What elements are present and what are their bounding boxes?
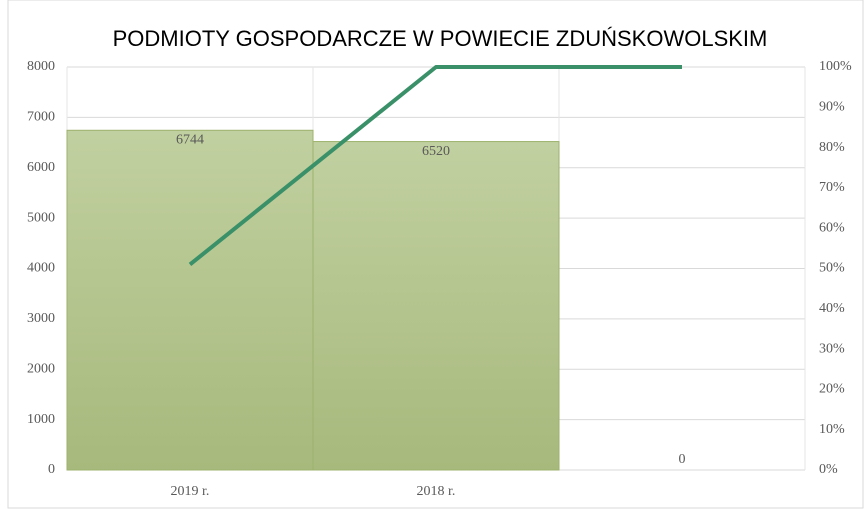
x-tick-label: 2018 r.: [417, 484, 456, 499]
y-tick-label: 6000: [27, 160, 55, 175]
y-tick-label: 1000: [27, 412, 55, 427]
line: [188, 65, 682, 267]
bar: [312, 141, 560, 471]
y2-tick-label: 10%: [819, 422, 845, 437]
data-label: 6520: [422, 144, 450, 159]
bar: [66, 129, 314, 471]
y-tick-label: 4000: [27, 261, 55, 276]
y2-tick-label: 50%: [819, 261, 845, 276]
y2-tick-label: 90%: [819, 100, 845, 115]
y-tick-label: 7000: [27, 110, 55, 125]
y2-tick-label: 80%: [819, 140, 845, 155]
y-tick-label: 8000: [27, 59, 55, 74]
y-tick-label: 3000: [27, 311, 55, 326]
y-tick-label: 2000: [27, 361, 55, 376]
y2-tick-label: 20%: [819, 382, 845, 397]
x-tick-label: 2019 r.: [171, 484, 210, 499]
y2-tick-label: 30%: [819, 341, 845, 356]
y2-tick-label: 40%: [819, 301, 845, 316]
y-tick-label: 5000: [27, 210, 55, 225]
data-label: 6744: [176, 132, 204, 147]
y2-tick-label: 60%: [819, 220, 845, 235]
y2-tick-label: 0%: [819, 462, 838, 477]
y-tick-label: 0: [48, 462, 55, 477]
data-label: 0: [679, 452, 686, 467]
y2-tick-label: 70%: [819, 180, 845, 195]
y2-tick-label: 100%: [819, 59, 852, 74]
chart-title: PODMIOTY GOSPODARCZE W POWIECIE ZDUŃSKOW…: [113, 26, 768, 51]
